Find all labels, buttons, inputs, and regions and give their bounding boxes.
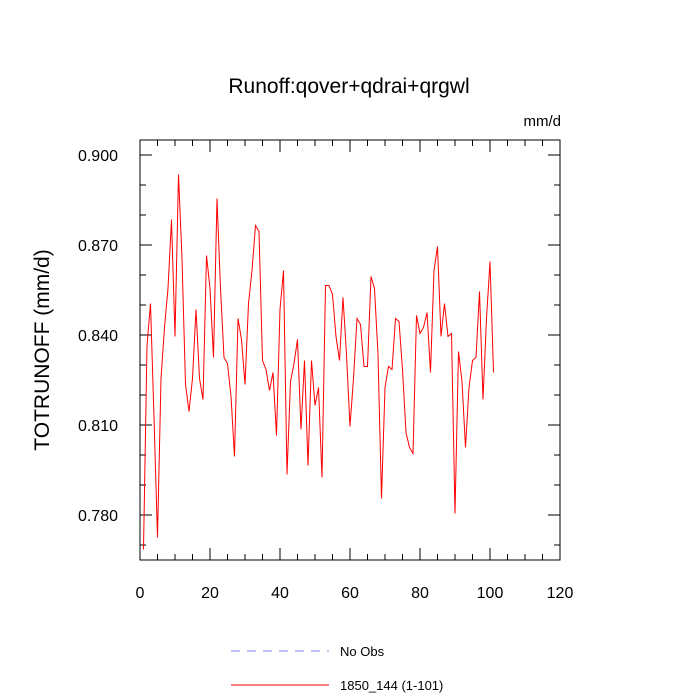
units-label: mm/d: [524, 113, 562, 130]
series-layer: [143, 174, 494, 550]
x-tick-label: 120: [547, 585, 574, 602]
y-tick-label: 0.900: [78, 148, 118, 165]
axis-ticks: 0 20 40 60 80 100 120 0.780 0.810 0.840 0.870 0.900: [78, 140, 573, 602]
plot-frame: [139, 139, 561, 561]
y-tick-label: 0.840: [78, 328, 118, 345]
y-tick-label: 0.810: [78, 418, 118, 435]
legend-label-1: 1850_144 (1-101): [340, 678, 443, 693]
series-line-1: [143, 174, 494, 550]
y-axis-label: TOTRUNOFF (mm/d): [31, 249, 54, 450]
x-tick-label: 80: [411, 585, 429, 602]
x-tick-label: 20: [201, 585, 219, 602]
x-tick-label: 100: [477, 585, 504, 602]
x-tick-label: 60: [341, 585, 359, 602]
legend-label-0: No Obs: [340, 644, 385, 659]
chart-title: Runoff:qover+qdrai+qrgwl: [228, 75, 469, 98]
y-tick-label: 0.870: [78, 238, 118, 255]
legend: No Obs 1850_144 (1-101): [231, 644, 443, 693]
y-tick-label: 0.780: [78, 508, 118, 525]
plot-border: [139, 139, 561, 561]
x-tick-label: 40: [271, 585, 289, 602]
x-tick-label: 0: [136, 585, 145, 602]
